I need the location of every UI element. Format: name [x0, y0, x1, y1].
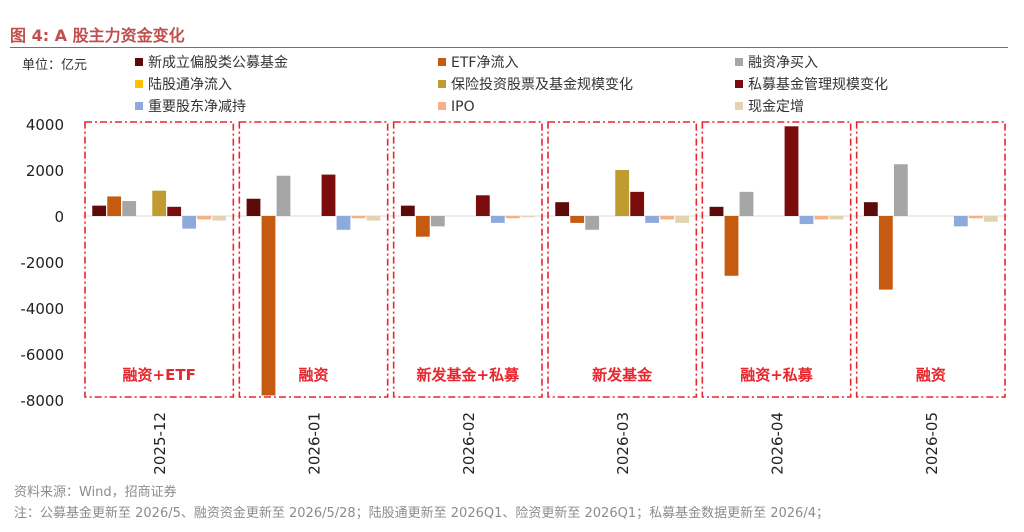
legend-swatch: [438, 102, 446, 110]
bar: [336, 216, 351, 230]
footnote: 注：公募基金更新至 2026/5、融资资金更新至 2026/5/28；陆股通更新…: [14, 506, 829, 521]
bar: [983, 216, 998, 222]
unit-label: 单位：亿元: [22, 58, 87, 73]
annotation-box: [392, 121, 543, 398]
bar: [430, 216, 445, 227]
bar: [400, 205, 415, 216]
bar: [182, 216, 197, 229]
bar: [968, 216, 983, 219]
bar: [276, 175, 291, 216]
bar: [570, 216, 585, 223]
bar: [863, 202, 878, 216]
annotation-label: 新发基金: [592, 366, 653, 384]
annotation-box: [547, 121, 698, 398]
legend-swatch: [735, 58, 743, 66]
bar: [366, 216, 381, 221]
bar: [953, 216, 968, 227]
bar: [261, 216, 276, 396]
title-divider: [10, 47, 1008, 48]
x-tick-label: 2025-12: [151, 412, 169, 475]
annotation-label: 融资+私募: [740, 366, 814, 384]
bar: [167, 206, 182, 216]
x-tick-label: 2026-05: [923, 412, 941, 475]
x-tick-label: 2026-02: [460, 412, 478, 475]
legend-label: 保险投资股票及基金规模变化: [451, 76, 633, 93]
bar: [212, 216, 227, 221]
bar: [92, 205, 107, 216]
bar: [555, 202, 570, 216]
y-tick-label: -2000: [20, 254, 64, 272]
annotation-box: [238, 121, 389, 398]
bars: [92, 126, 998, 396]
bar: [415, 216, 430, 237]
bar: [784, 126, 799, 216]
bar: [351, 216, 366, 219]
source-note: 资料来源：Wind，招商证券: [14, 485, 177, 500]
annotation-box: [84, 121, 235, 398]
x-tick-label: 2026-03: [614, 412, 632, 475]
bar: [739, 191, 754, 216]
y-tick-label: -8000: [20, 392, 64, 410]
annotation-label: 融资: [916, 366, 946, 384]
legend-label: 陆股通净流入: [148, 77, 232, 93]
figure-title: 图 4: A 股主力资金变化: [10, 26, 185, 45]
annotation-boxes: 融资+ETF 融资 新发基金+私募 新发基金 融资+私募 融资: [84, 121, 1006, 398]
legend-swatch: [135, 102, 143, 110]
bar: [520, 216, 535, 218]
bar: [829, 216, 844, 220]
annotation-label: 融资+ETF: [123, 366, 196, 384]
legend-label: 现金定增: [748, 99, 804, 115]
bar: [321, 174, 336, 216]
bar: [878, 216, 893, 290]
legend-label: 重要股东净减持: [148, 99, 246, 115]
legend-label: 新成立偏股类公募基金: [148, 54, 288, 71]
legend-swatch: [438, 58, 446, 66]
x-tick-label: 2026-04: [769, 412, 787, 475]
annotation-label: 融资: [298, 366, 328, 384]
bar: [505, 216, 520, 219]
legend-swatch: [735, 80, 743, 88]
x-tick-label: 2026-01: [306, 412, 324, 475]
y-axis: 4000 2000 0 -2000 -4000 -6000 -8000: [20, 116, 1008, 410]
bar: [197, 216, 212, 220]
bar: [585, 216, 600, 230]
bar: [893, 164, 908, 216]
y-tick-label: 4000: [26, 116, 64, 134]
bar: [630, 191, 645, 216]
legend-swatch: [135, 58, 143, 66]
annotation-label: 新发基金+私募: [417, 366, 521, 384]
annotation-box: [855, 121, 1006, 398]
bar: [724, 216, 739, 276]
legend-swatch: [135, 80, 143, 88]
y-tick-label: 2000: [26, 162, 64, 180]
bar: [799, 216, 814, 225]
bar: [490, 216, 505, 223]
bar: [246, 198, 261, 216]
bar: [615, 170, 630, 216]
annotation-box: [701, 121, 852, 398]
legend-label: ETF净流入: [451, 55, 518, 71]
y-tick-label: -4000: [20, 300, 64, 318]
bar: [814, 216, 829, 220]
y-tick-label: 0: [54, 208, 64, 226]
legend-swatch: [438, 80, 446, 88]
bar: [152, 190, 167, 216]
legend-swatch: [735, 102, 743, 110]
bar: [675, 216, 690, 223]
bar: [660, 216, 675, 220]
x-axis: 2025-12 2026-01 2026-02 2026-03 2026-04 2026-…: [151, 412, 941, 475]
bar: [107, 196, 122, 216]
bar: [122, 201, 137, 216]
y-tick-label: -6000: [20, 346, 64, 364]
bar: [709, 206, 724, 216]
bar: [645, 216, 660, 223]
bar: [475, 195, 490, 216]
legend-label: IPO: [451, 99, 475, 115]
legend-label: 私募基金管理规模变化: [748, 76, 888, 93]
legend-label: 融资净买入: [748, 55, 818, 71]
